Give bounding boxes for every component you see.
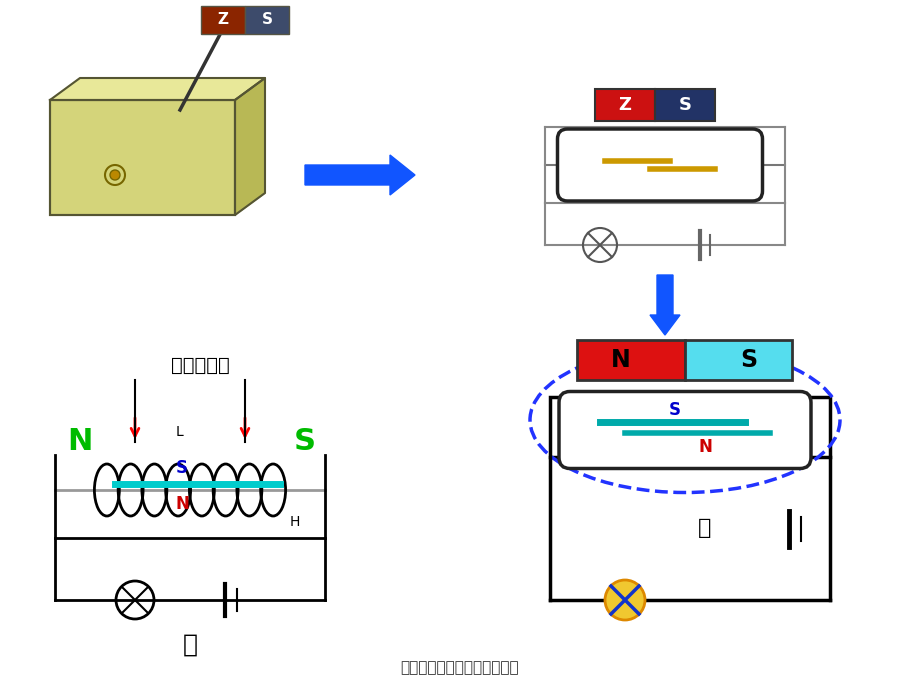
Text: 乙: 乙 xyxy=(182,633,198,657)
Text: S: S xyxy=(740,348,756,372)
Bar xyxy=(200,6,244,34)
Bar xyxy=(50,100,234,215)
Text: N: N xyxy=(611,348,630,372)
Text: L: L xyxy=(176,425,184,439)
Text: S: S xyxy=(294,428,315,457)
Text: N: N xyxy=(698,438,711,456)
Text: Z: Z xyxy=(618,96,630,114)
Text: N: N xyxy=(67,428,93,457)
Bar xyxy=(50,100,234,215)
Text: 接控制电路: 接控制电路 xyxy=(170,355,229,375)
Polygon shape xyxy=(234,78,265,215)
FancyBboxPatch shape xyxy=(557,129,762,201)
Bar xyxy=(654,89,714,121)
FancyBboxPatch shape xyxy=(559,391,811,469)
Text: H: H xyxy=(289,515,300,529)
Bar xyxy=(577,340,685,380)
Bar xyxy=(550,397,829,457)
Text: 传感器及其工作原理最新课件: 传感器及其工作原理最新课件 xyxy=(401,660,518,676)
Text: S: S xyxy=(678,96,691,114)
Circle shape xyxy=(110,170,119,180)
Text: S: S xyxy=(261,12,272,28)
Text: Z: Z xyxy=(217,12,228,28)
Text: 甲: 甲 xyxy=(698,518,711,538)
Text: N: N xyxy=(175,495,188,513)
Polygon shape xyxy=(50,78,265,100)
Circle shape xyxy=(605,580,644,620)
Bar xyxy=(595,89,654,121)
Bar xyxy=(244,6,289,34)
Polygon shape xyxy=(305,155,414,195)
Polygon shape xyxy=(650,275,679,335)
Text: S: S xyxy=(176,459,187,477)
Bar xyxy=(685,340,791,380)
Text: S: S xyxy=(668,401,680,419)
